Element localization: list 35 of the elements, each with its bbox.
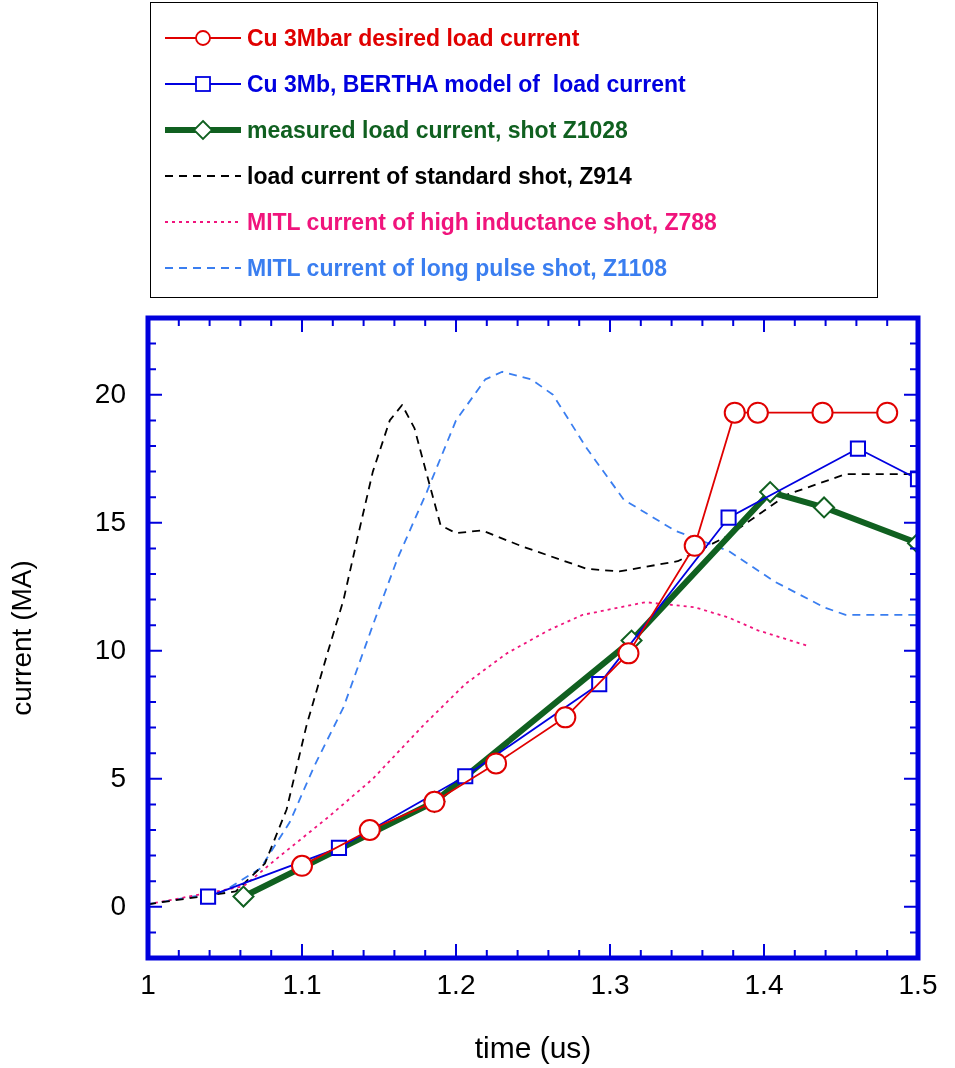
point [813,496,836,519]
y-tick-label: 20 [94,377,126,409]
point [746,401,769,424]
x-tick-label: 1.3 [590,968,630,1000]
legend-label: Cu 3Mbar desired load current [247,24,580,52]
x-tick-label: 1 [140,968,156,1000]
point [554,706,577,729]
y-tick-label: 15 [94,505,126,537]
x-tick-label: 1.5 [898,968,938,1000]
point [291,854,313,877]
point [199,888,217,905]
point [811,401,834,424]
point [358,819,381,841]
x-axis-title: time (us) [474,1031,592,1065]
y-tick-label: 0 [110,889,126,921]
legend-label: Cu 3Mb, BERTHA model of load current [247,70,686,98]
point [485,752,508,775]
point [683,534,706,557]
x-tick-label: 1.2 [436,968,476,1000]
point [232,885,255,908]
legend-label: measured load current, shot Z1028 [247,116,628,144]
point [876,401,899,424]
x-tick-label: 1.1 [282,968,322,1000]
legend-label: load current of standard shot, Z914 [247,162,632,190]
y-tick-label: 10 [94,633,126,665]
point [723,401,746,424]
point [720,509,737,526]
legend-label: MITL current of long pulse shot, Z1108 [247,254,668,282]
point [457,768,474,785]
x-tick-label: 1.4 [744,968,784,1000]
legend-label: MITL current of high inductance shot, Z788 [247,208,717,236]
point [849,440,867,457]
y-tick-label: 5 [110,761,126,793]
point [617,642,640,665]
y-axis-title: current (MA) [5,560,37,716]
